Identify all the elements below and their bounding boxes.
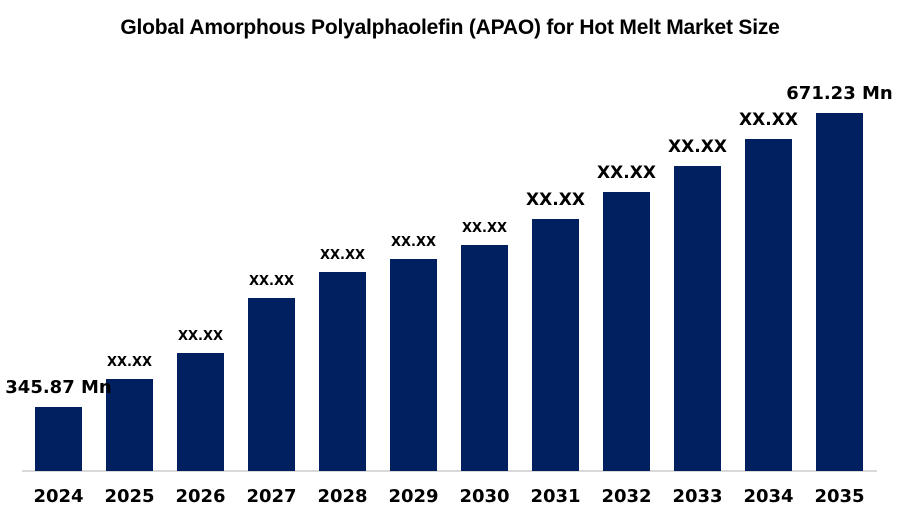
bar-value-label-2028: XX.XX xyxy=(319,247,366,263)
bar-2029 xyxy=(390,259,437,471)
bar-2028 xyxy=(319,272,366,471)
x-axis-label-2025: 2025 xyxy=(104,486,155,507)
bar-2025 xyxy=(106,379,153,471)
bar-value-label-2032: XX.XX xyxy=(597,163,656,184)
bar-value-label-2035: 671.23 Mn xyxy=(786,83,893,105)
x-axis-label-2031: 2031 xyxy=(530,486,581,507)
bar-value-label-2033: XX.XX xyxy=(668,137,727,158)
x-axis-line xyxy=(22,470,877,472)
bar-2031 xyxy=(532,219,579,471)
bar-value-label-2024: 345.87 Mn xyxy=(5,377,112,399)
bar-value-label-2025: XX.XX xyxy=(106,354,153,370)
x-axis-label-2029: 2029 xyxy=(388,486,439,507)
x-axis-label-2034: 2034 xyxy=(743,486,794,507)
x-axis-label-2028: 2028 xyxy=(317,486,368,507)
bar-value-label-2034: XX.XX xyxy=(739,110,798,131)
bar-value-label-2026: XX.XX xyxy=(177,328,224,344)
bar-value-label-2027: XX.XX xyxy=(248,273,295,289)
bar-2035 xyxy=(816,113,863,471)
chart-title: Global Amorphous Polyalphaolefin (APAO) … xyxy=(120,16,780,39)
bar-value-label-2030: XX.XX xyxy=(461,220,508,236)
bar-value-label-2029: XX.XX xyxy=(390,234,437,250)
bar-2032 xyxy=(603,192,650,471)
x-axis-label-2024: 2024 xyxy=(33,486,84,507)
bar-2030 xyxy=(461,245,508,471)
bar-2033 xyxy=(674,166,721,471)
bar-2024 xyxy=(35,407,82,471)
x-axis-label-2033: 2033 xyxy=(672,486,723,507)
bar-value-label-2031: XX.XX xyxy=(526,190,585,211)
bar-2026 xyxy=(177,353,224,471)
bar-2027 xyxy=(248,298,295,471)
x-axis-label-2027: 2027 xyxy=(246,486,297,507)
x-axis-label-2026: 2026 xyxy=(175,486,226,507)
bar-2034 xyxy=(745,139,792,471)
x-axis-label-2032: 2032 xyxy=(601,486,652,507)
x-axis-label-2035: 2035 xyxy=(814,486,865,507)
x-axis-label-2030: 2030 xyxy=(459,486,510,507)
